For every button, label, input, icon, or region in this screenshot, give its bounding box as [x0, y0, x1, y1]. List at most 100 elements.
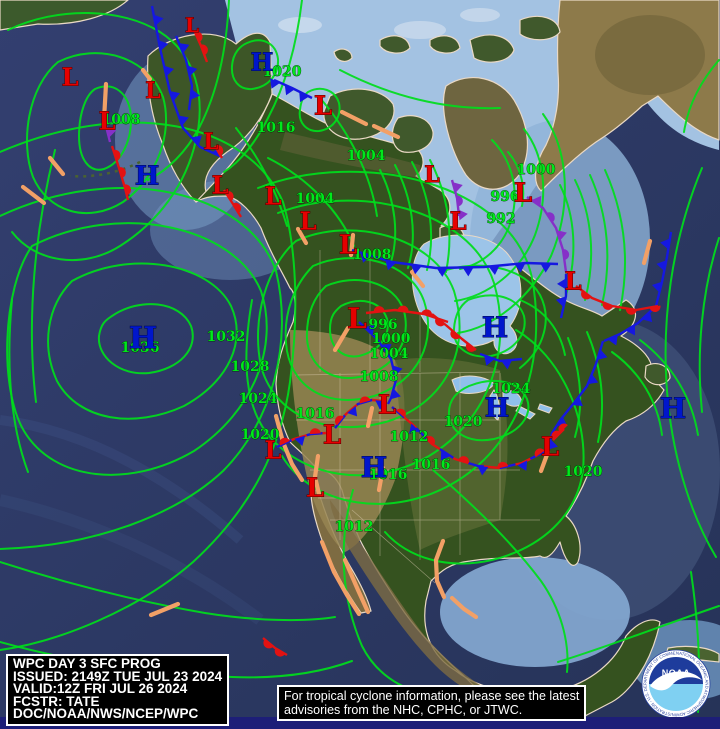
low-pressure-center: L [203, 129, 218, 155]
isobar-line [429, 159, 451, 273]
low-pressure-center: L [323, 420, 341, 450]
front-pip-semicircle [456, 195, 463, 207]
front-pip-triangle [547, 439, 558, 450]
noaa-logo-text: NOAA [662, 668, 691, 678]
isobar-line [698, 237, 720, 413]
isobar-label: 1024 [492, 381, 531, 397]
isobar-label: 996 [490, 189, 519, 205]
trough-line [47, 155, 66, 177]
trough-line [332, 325, 351, 353]
front-pip-semicircle [215, 145, 224, 156]
front-pip-triangle [607, 334, 618, 346]
front-pip-triangle [651, 281, 663, 293]
front-pip-semicircle [359, 396, 371, 404]
isobar-line [223, 0, 303, 173]
front-pip-triangle [364, 324, 375, 335]
isobar-labels-layer: 1020101610041008100410009969921008996100… [101, 64, 603, 536]
front-pip-triangle [501, 359, 513, 370]
front-pip-triangle [385, 259, 396, 271]
low-pressure-center: L [300, 207, 317, 236]
front-pip-triangle [555, 296, 566, 308]
front-pip-triangle [462, 267, 474, 277]
front-pip-triangle [440, 449, 451, 461]
fronts-layer [104, 5, 673, 657]
isobar-line [611, 351, 663, 436]
isobar-line [454, 128, 545, 302]
occluded-front [104, 125, 112, 143]
front-pip-semicircle [551, 430, 561, 440]
front-pip-triangle [557, 278, 566, 290]
isobar-line [230, 39, 280, 91]
trough-line [148, 601, 181, 618]
front-pip-semicircle [649, 305, 661, 313]
isobar-line [342, 489, 418, 693]
high-pressure-center: H [135, 161, 160, 191]
lake-erie [515, 405, 536, 420]
front-pip-triangle [347, 406, 358, 417]
front-pip-semicircle [581, 290, 591, 300]
low-pressure-center: L [424, 162, 439, 188]
trough-line [641, 238, 653, 266]
isobar-line [519, 299, 566, 356]
low-pressure-center: L [339, 230, 357, 260]
gulf-of-mexico [440, 557, 630, 667]
isobar-line [8, 299, 29, 473]
front-pip-semicircle [194, 31, 203, 43]
high-pressure-center: H [660, 392, 686, 425]
front-pip-triangle [477, 465, 489, 476]
front-pip-triangle [390, 388, 401, 400]
warm-front [575, 285, 659, 312]
front-pip-semicircle [562, 249, 570, 261]
isobar-line [439, 264, 547, 369]
low-pressure-center: L [541, 432, 559, 462]
front-pip-semicircle [309, 428, 321, 435]
forecast-info-box: WPC DAY 3 SFC PROG ISSUED: 2149Z TUE JUL… [6, 654, 230, 726]
front-pip-triangle [408, 423, 420, 434]
front-pip-triangle [587, 373, 599, 385]
troughs-layer [20, 67, 653, 620]
low-pressure-center: L [565, 267, 582, 296]
isobar-line [0, 187, 283, 550]
isobar-label: 1012 [390, 429, 429, 445]
front-pip-triangle [514, 263, 526, 273]
front-pip-triangle [191, 135, 202, 146]
high-pressure-center: H [482, 311, 508, 344]
front-pip-semicircle [396, 408, 406, 418]
front-pip-triangle [540, 263, 552, 273]
isobar-line [452, 294, 526, 358]
cold-front [547, 340, 605, 446]
low-pressure-center: L [62, 63, 79, 92]
isobar-line [379, 169, 397, 266]
isobar-label: 1008 [102, 112, 141, 128]
front-pip-semicircle [534, 448, 545, 458]
trough-line [376, 465, 386, 493]
stationary-front-dash [334, 398, 384, 429]
isobar-line [459, 139, 516, 270]
trough-line [538, 449, 551, 474]
isobar-line [30, 149, 56, 403]
isobar-label: 1020 [241, 427, 280, 443]
isobar-label: 1004 [296, 191, 335, 207]
low-pressure-center: L [347, 302, 367, 335]
isobar-label: 1016 [412, 457, 451, 473]
trough-line [339, 109, 369, 127]
trough-line [319, 539, 362, 617]
front-pip-semicircle [334, 415, 344, 426]
agency-line: DOC/NOAA/NWS/NCEP/WPC [13, 706, 199, 722]
isobar-line [284, 257, 429, 401]
front-pip-semicircle [425, 436, 436, 446]
front-pip-triangle [375, 400, 387, 410]
front-pip-triangle [625, 324, 635, 336]
land-victoria-island [391, 115, 434, 153]
isobar-label: 1016 [257, 120, 296, 136]
isobar-label: 1020 [444, 414, 483, 430]
low-pressure-center: L [265, 436, 282, 465]
isobar-line [394, 164, 414, 269]
isobar-line [604, 169, 626, 311]
front-pip-triangle [660, 238, 670, 250]
front-pip-triangle [556, 416, 568, 426]
front-pip-semicircle [113, 149, 121, 161]
front-pip-triangle [572, 396, 583, 407]
high-pressure-center: H [485, 393, 510, 423]
front-pip-triangle [392, 365, 403, 377]
